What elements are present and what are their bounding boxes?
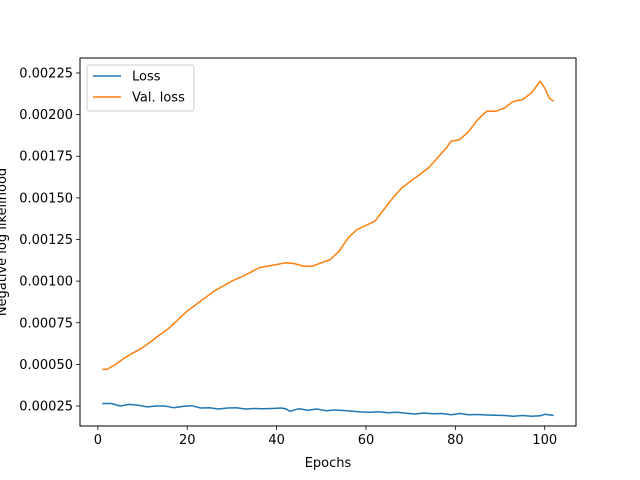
x-tick-label: 0 xyxy=(94,433,102,448)
y-tick-label: 0.00200 xyxy=(19,108,73,123)
legend-label-loss: Loss xyxy=(132,70,161,85)
x-tick-label: 20 xyxy=(179,433,196,448)
y-axis-label: Negative log likelihood xyxy=(0,168,10,316)
y-tick-label: 0.00075 xyxy=(19,316,73,331)
legend-label-val-loss: Val. loss xyxy=(132,91,185,106)
y-tick-label: 0.00025 xyxy=(19,400,73,415)
series-line-loss xyxy=(102,402,554,418)
series-layer xyxy=(102,80,555,418)
legend: Loss Val. loss xyxy=(86,64,195,112)
plot-area-frame xyxy=(79,57,577,427)
x-axis-label: Epochs xyxy=(305,456,352,471)
y-tick-label: 0.00175 xyxy=(19,150,73,165)
series-line-val-loss xyxy=(102,80,555,371)
x-axis-ticks: 0 20 40 60 80 100 xyxy=(94,426,557,448)
x-tick-label: 100 xyxy=(532,433,557,448)
y-tick-label: 0.00100 xyxy=(19,275,73,290)
x-tick-label: 60 xyxy=(358,433,375,448)
y-tick-label: 0.00125 xyxy=(19,233,73,248)
x-tick-label: 40 xyxy=(268,433,285,448)
y-axis-ticks: 0.00025 0.00050 0.00075 0.00100 0.00125 0.001… xyxy=(19,66,80,415)
y-tick-label: 0.00150 xyxy=(19,191,73,206)
x-tick-label: 80 xyxy=(447,433,464,448)
y-tick-label: 0.00225 xyxy=(19,66,73,81)
y-tick-label: 0.00050 xyxy=(19,358,73,373)
